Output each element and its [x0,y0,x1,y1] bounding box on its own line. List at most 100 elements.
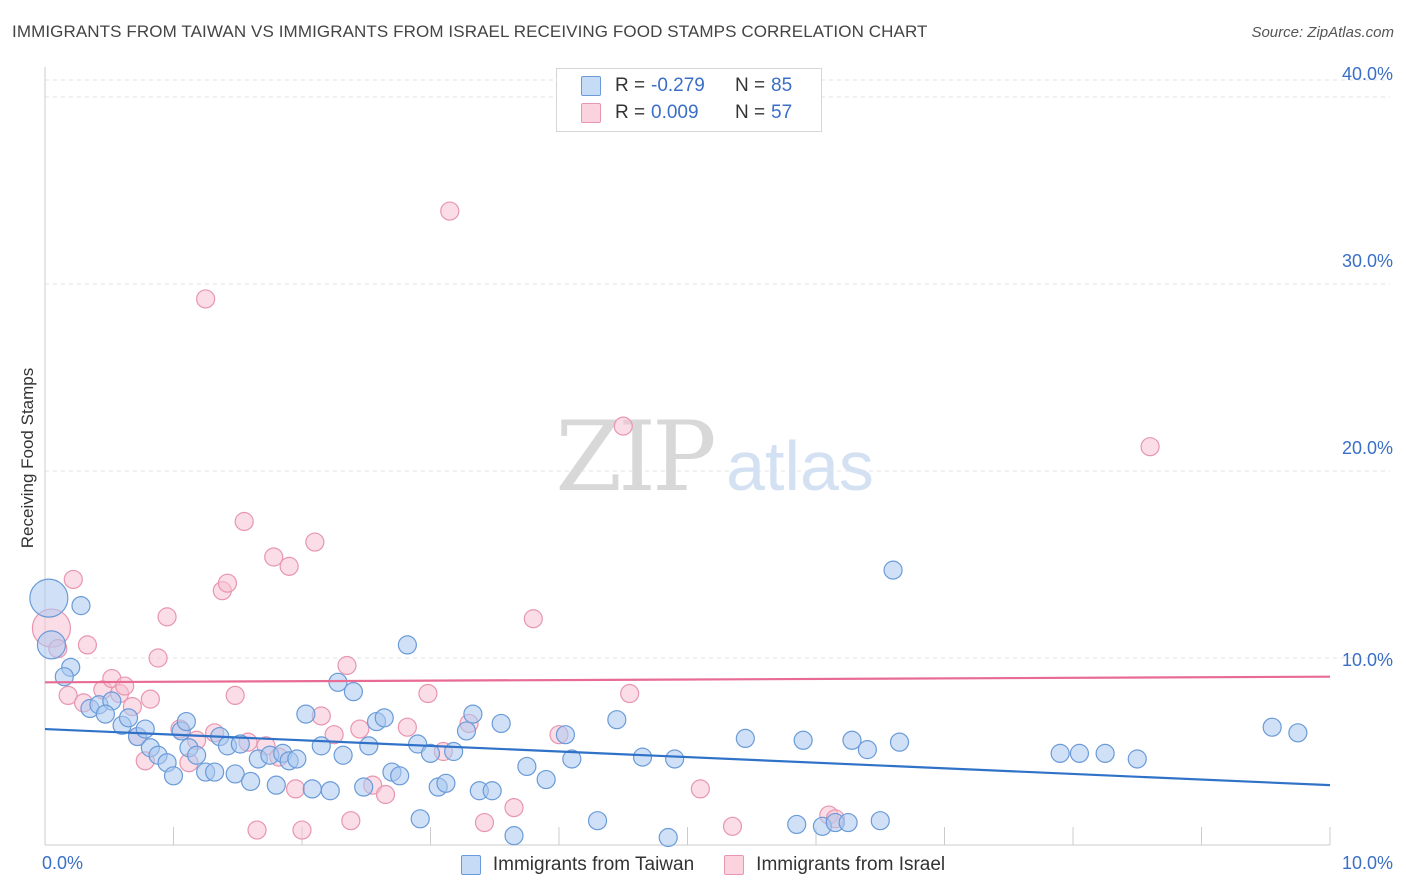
taiwan-point [517,756,537,777]
israel-point [225,685,245,706]
taiwan-point [230,734,250,754]
taiwan-point [135,719,155,739]
israel-point [341,811,361,831]
taiwan-point [1127,749,1147,769]
israel-point [324,725,344,745]
watermark-atlas: atlas [726,427,874,505]
taiwan-point [266,775,286,795]
israel-point [440,201,460,221]
israel-point [504,797,524,818]
taiwan-point [857,740,878,760]
taiwan-point [71,596,91,616]
legend-n-value: 57 [771,102,793,123]
taiwan-point [658,827,678,848]
israel-point [285,779,306,799]
taiwan-point [787,814,807,835]
watermark-zip: ZIP [555,401,714,513]
israel-point [247,820,267,840]
trend-lines [44,675,1331,787]
israel-point [115,676,135,696]
taiwan-point [328,672,348,692]
taiwan-point [390,766,410,786]
taiwan-point [555,725,576,745]
taiwan-point [436,773,456,793]
taiwan-point [287,749,307,769]
legend-n-label: N = [735,75,766,96]
taiwan-point [632,747,653,767]
taiwan-swatch [581,76,601,96]
grid-lines [45,79,1390,659]
taiwan-point [95,704,115,724]
israel-point [63,569,83,590]
x-tick-label: 0.0% [42,853,83,873]
legend-n-value: 85 [771,75,793,96]
israel-point [264,547,284,567]
legend-label-taiwan: Immigrants from Taiwan [492,854,695,875]
legend-row-israel: R = 0.009 N = 57 [581,100,792,126]
taiwan-point [29,578,69,618]
taiwan-point [118,708,139,728]
taiwan-point [482,781,502,801]
taiwan-point [187,745,207,765]
legend-n-label: N = [735,102,766,123]
israel-point [690,779,710,799]
taiwan-point [176,711,196,732]
taiwan-point [444,741,464,762]
israel-point [474,812,495,833]
legend-r-label: R = [615,75,646,96]
taiwan-point [410,809,430,829]
series-legend: Immigrants from Taiwan Immigrants from I… [0,852,1406,878]
watermark: ZIP atlas [555,401,874,513]
israel-point [292,820,312,840]
israel-point [148,648,168,668]
israel-swatch [724,855,745,875]
taiwan-point [163,766,184,786]
taiwan-point [36,630,67,660]
taiwan-point [296,704,316,724]
israel-point [397,717,417,737]
taiwan-point [1050,743,1070,763]
israel-point [234,511,254,532]
taiwan-point [793,730,813,750]
taiwan-point [842,730,862,750]
taiwan-point [320,781,340,801]
israel-point [350,719,370,739]
taiwan-point [302,779,322,799]
taiwan-point [225,764,245,784]
legend-item-taiwan[interactable]: Immigrants from Taiwan [460,854,695,876]
israel-point [217,573,238,593]
taiwan-point [463,704,483,724]
taiwan-point [607,710,627,730]
taiwan-point [536,769,556,790]
legend-item-israel[interactable]: Immigrants from Israel [724,854,945,876]
israel-point [279,556,299,576]
y-tick-label: 10.0% [1342,650,1393,670]
israel-point [722,816,743,836]
taiwan-point [504,826,524,846]
taiwan-point [241,771,261,792]
israel-point [77,635,98,655]
taiwan-point [205,762,225,782]
tick-labels: 10.0% 20.0% 30.0% 40.0% 0.0% 10.0% [42,64,1393,873]
taiwan-point [354,777,374,797]
taiwan-point [735,728,755,749]
series-taiwan-points [29,560,1308,848]
taiwan-point [397,635,417,655]
chart-title: IMMIGRANTS FROM TAIWAN VS IMMIGRANTS FRO… [12,22,928,41]
israel-swatch [581,103,601,123]
y-tick-label: 20.0% [1342,438,1393,458]
taiwan-point [491,713,511,734]
source-label: Source: ZipAtlas.com [1251,24,1394,41]
israel-point [613,416,633,436]
taiwan-swatch [460,855,481,875]
israel-point [305,532,325,552]
taiwan-point [838,812,858,833]
taiwan-point [1095,743,1115,763]
israel-point [523,609,543,629]
taiwan-point [311,736,331,756]
legend-r-value: -0.279 [651,75,705,96]
legend-r-label: R = [615,102,646,123]
taiwan-point [1069,743,1090,763]
israel-point [140,689,160,709]
